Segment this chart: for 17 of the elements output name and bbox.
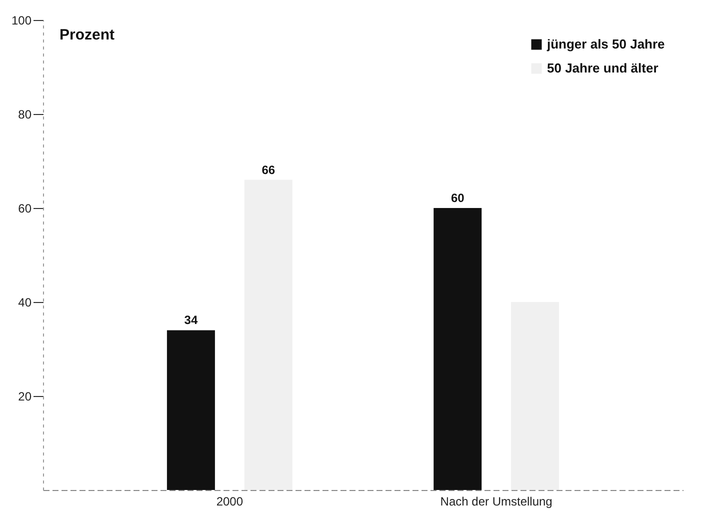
legend-label: jünger als 50 Jahre: [546, 36, 665, 52]
data-label: 34: [184, 313, 198, 328]
bar: [166, 330, 215, 490]
y-tick-label: 60: [18, 202, 32, 216]
data-label: 60: [450, 191, 465, 205]
y-axis-title: Prozent: [60, 26, 115, 44]
y-tick-label: 80: [18, 108, 32, 122]
x-tick-label: 2000: [216, 494, 244, 508]
y-tick-label: 20: [18, 390, 32, 404]
data-label: 66: [262, 162, 276, 177]
bar: [244, 180, 292, 490]
x-tick-label: Nach der Umstellung: [440, 494, 552, 508]
y-tick-label: 40: [18, 296, 32, 310]
y-tick-label: 100: [11, 14, 32, 28]
bar: [434, 208, 482, 490]
legend-label: 50 Jahre und älter: [547, 60, 658, 76]
bar: [511, 302, 560, 490]
